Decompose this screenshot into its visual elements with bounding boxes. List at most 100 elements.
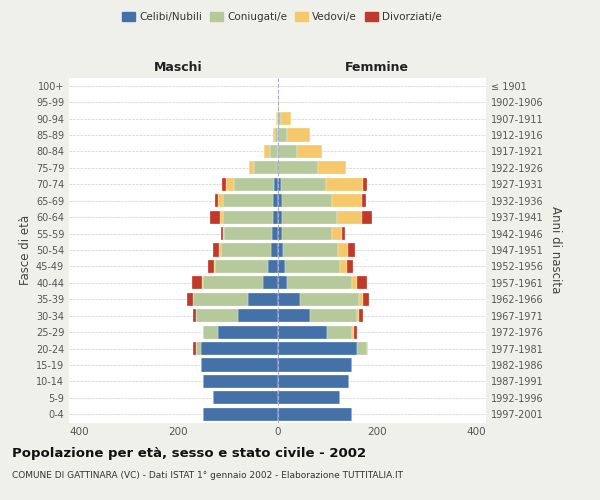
Bar — [211, 210, 220, 224]
Bar — [340, 260, 347, 273]
Bar — [318, 162, 346, 174]
Bar — [202, 276, 203, 289]
Bar — [332, 227, 342, 240]
Bar — [218, 194, 223, 207]
Bar — [277, 128, 287, 141]
Bar — [287, 128, 310, 141]
Bar — [223, 210, 272, 224]
Bar — [270, 145, 277, 158]
Bar — [187, 292, 193, 306]
Bar — [342, 227, 344, 240]
Bar — [277, 145, 298, 158]
Bar — [213, 392, 277, 404]
Bar — [277, 326, 327, 338]
Bar — [263, 276, 277, 289]
Bar — [359, 309, 364, 322]
Bar — [327, 326, 352, 338]
Bar — [277, 162, 278, 174]
Bar — [364, 178, 367, 191]
Bar — [281, 178, 326, 191]
Bar — [203, 326, 218, 338]
Bar — [277, 227, 283, 240]
Bar — [362, 194, 366, 207]
Bar — [352, 276, 357, 289]
Bar — [277, 112, 281, 125]
Bar — [193, 342, 196, 355]
Bar — [277, 260, 285, 273]
Bar — [348, 244, 355, 256]
Bar — [200, 342, 277, 355]
Bar — [283, 210, 337, 224]
Bar — [223, 178, 226, 191]
Y-axis label: Fasce di età: Fasce di età — [19, 215, 32, 285]
Bar — [221, 244, 271, 256]
Bar — [203, 375, 277, 388]
Bar — [357, 309, 359, 322]
Bar — [272, 128, 275, 141]
Bar — [220, 210, 223, 224]
Bar — [254, 162, 277, 174]
Bar — [281, 112, 292, 125]
Bar — [272, 227, 277, 240]
Bar — [287, 276, 352, 289]
Bar — [224, 227, 272, 240]
Bar — [215, 194, 218, 207]
Bar — [277, 96, 278, 108]
Bar — [248, 292, 277, 306]
Bar — [208, 260, 214, 273]
Bar — [298, 145, 322, 158]
Text: Popolazione per età, sesso e stato civile - 2002: Popolazione per età, sesso e stato civil… — [12, 448, 366, 460]
Text: COMUNE DI GATTINARA (VC) - Dati ISTAT 1° gennaio 2002 - Elaborazione TUTTITALIA.: COMUNE DI GATTINARA (VC) - Dati ISTAT 1°… — [12, 471, 403, 480]
Bar — [193, 292, 248, 306]
Bar — [352, 326, 355, 338]
Bar — [223, 194, 272, 207]
Bar — [277, 358, 352, 372]
Bar — [271, 244, 277, 256]
Bar — [226, 178, 234, 191]
Bar — [310, 309, 357, 322]
Bar — [219, 244, 221, 256]
Bar — [277, 375, 349, 388]
Bar — [203, 408, 277, 421]
Y-axis label: Anni di nascita: Anni di nascita — [549, 206, 562, 294]
Bar — [275, 128, 277, 141]
Bar — [357, 276, 367, 289]
Bar — [196, 309, 238, 322]
Text: Maschi: Maschi — [154, 61, 203, 74]
Bar — [277, 194, 283, 207]
Bar — [277, 309, 310, 322]
Bar — [362, 210, 372, 224]
Bar — [367, 342, 368, 355]
Bar — [234, 178, 274, 191]
Bar — [283, 194, 332, 207]
Bar — [283, 227, 332, 240]
Bar — [215, 260, 268, 273]
Bar — [223, 227, 224, 240]
Bar — [277, 178, 281, 191]
Bar — [274, 178, 277, 191]
Bar — [359, 292, 364, 306]
Bar — [249, 162, 254, 174]
Bar — [268, 260, 277, 273]
Bar — [338, 244, 348, 256]
Bar — [357, 342, 367, 355]
Bar — [277, 342, 357, 355]
Bar — [196, 342, 200, 355]
Bar — [285, 260, 340, 273]
Bar — [332, 194, 362, 207]
Bar — [200, 358, 277, 372]
Bar — [218, 326, 277, 338]
Bar — [300, 292, 359, 306]
Bar — [364, 292, 370, 306]
Bar — [192, 276, 202, 289]
Bar — [277, 292, 300, 306]
Text: Femmine: Femmine — [345, 61, 409, 74]
Bar — [347, 260, 353, 273]
Bar — [193, 309, 196, 322]
Bar — [283, 244, 338, 256]
Bar — [277, 392, 340, 404]
Bar — [355, 326, 357, 338]
Bar — [326, 178, 364, 191]
Bar — [275, 112, 277, 125]
Bar — [278, 162, 318, 174]
